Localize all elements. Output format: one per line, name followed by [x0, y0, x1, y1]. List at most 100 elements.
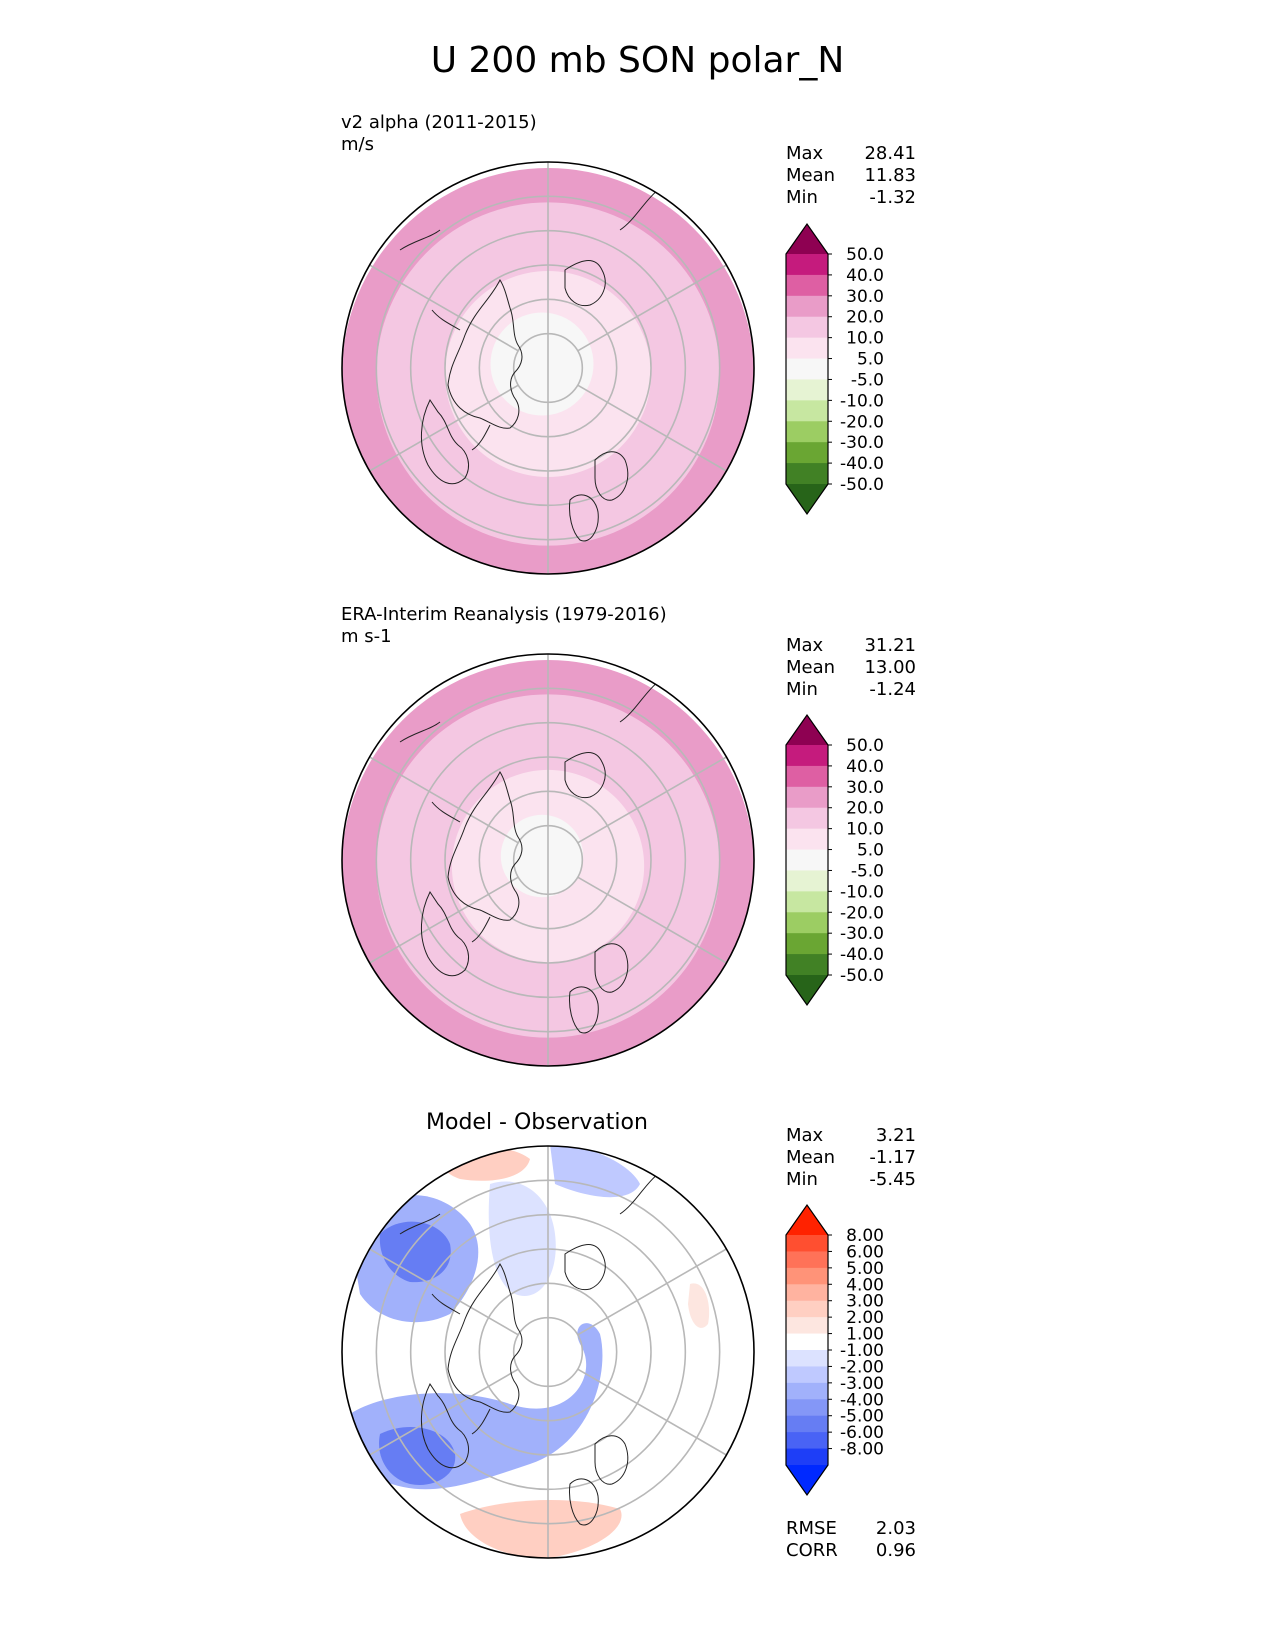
colorbar-segment	[786, 912, 828, 934]
panel3-mean-value: -1.17	[869, 1147, 916, 1168]
colorbar-segment	[786, 786, 828, 809]
colorbar-segment	[786, 1399, 828, 1417]
anomaly-region	[488, 1181, 556, 1296]
panel1-min-label: Min	[786, 187, 818, 208]
panel1-stats: Max 28.41 Mean 11.83 Min -1.32	[786, 143, 916, 209]
panel1-colorbar: 50.040.030.020.010.05.0-5.0-10.0-20.0-30…	[785, 222, 884, 516]
coastline	[420, 891, 469, 977]
colorbar-tick-label: -8.00	[840, 1440, 884, 1460]
colorbar-segment	[786, 828, 828, 851]
colorbar-outline	[785, 1203, 829, 1497]
panel1-mean-label: Mean	[786, 165, 836, 186]
colorbar-tick-label: 5.00	[846, 1259, 884, 1279]
anomaly-region	[550, 1146, 640, 1198]
meridian-gridline	[577, 876, 727, 964]
colorbar-extend-bottom	[786, 975, 828, 1005]
panel2-max-label: Max	[786, 635, 824, 656]
panel2-stats: Max 31.21 Mean 13.00 Min -1.24	[786, 635, 916, 701]
coastline	[399, 681, 659, 743]
colorbar-segment	[786, 1333, 828, 1351]
colorbar-tick-label: 8.00	[846, 1226, 884, 1246]
coastline	[399, 189, 659, 251]
panel3-mean-label: Mean	[786, 1147, 836, 1168]
colorbar-tick-label: 1.00	[846, 1325, 884, 1345]
colorbar-tick-label: -20.0	[840, 412, 884, 432]
colorbar-tick-label: 3.00	[846, 1292, 884, 1312]
colorbar-tick-label: -6.00	[840, 1423, 884, 1443]
coastline	[564, 260, 606, 307]
colorbar-tick-label: -50.0	[840, 966, 884, 986]
colorbar-segment	[786, 849, 828, 871]
colorbar-segment	[786, 765, 828, 788]
colorbar-tick-label: 6.00	[846, 1242, 884, 1262]
coastline	[399, 1173, 659, 1235]
meridian-gridline	[369, 756, 519, 844]
colorbar-tick-label: 20.0	[846, 308, 884, 328]
panel3-title: Model - Observation	[426, 1110, 648, 1135]
map-field	[342, 654, 754, 1066]
colorbar-tick-label: -10.0	[840, 391, 884, 411]
colorbar-tick-label: -3.00	[840, 1374, 884, 1394]
colorbar-segment	[786, 1432, 828, 1450]
coastline	[447, 1262, 523, 1413]
anomaly-region	[460, 1499, 622, 1558]
panel2-min-label: Min	[786, 679, 818, 700]
colorbar-tick-label: -20.0	[840, 903, 884, 923]
colorbar-tick-label: 4.00	[846, 1275, 884, 1295]
meridian-gridline	[369, 1248, 519, 1336]
panel3-colorbar: 8.006.005.004.003.002.001.00-1.00-2.00-3…	[785, 1203, 884, 1497]
colorbar-extend-top	[786, 224, 828, 254]
colorbar-segment	[786, 745, 828, 767]
colorbar-tick-label: -1.00	[840, 1341, 884, 1361]
meridian-gridline	[369, 384, 519, 472]
colorbar-tick-label: 40.0	[846, 266, 884, 286]
map-boundary	[341, 1145, 755, 1559]
coastline	[431, 801, 491, 943]
panel2-max-value: 31.21	[864, 635, 916, 656]
figure-title: U 200 mb SON polar_N	[430, 40, 845, 81]
colorbar-segment	[786, 379, 828, 401]
colorbar-extend-bottom	[786, 1465, 828, 1495]
colorbar-tick-label: 20.0	[846, 799, 884, 819]
coastline	[420, 1383, 469, 1469]
colorbar-segment	[786, 316, 828, 339]
colorbar-segment	[786, 1300, 828, 1318]
anomaly-region	[379, 1221, 451, 1283]
colorbar-segment	[786, 1350, 828, 1367]
colorbar-segment	[786, 1317, 828, 1335]
wind-band-5.0	[500, 814, 584, 898]
panel3-stats: Max 3.21 Mean -1.17 Min -5.45	[786, 1125, 916, 1191]
panel1-mean-value: 11.83	[864, 165, 916, 186]
coastline	[447, 278, 523, 429]
panel3-corr-value: 0.96	[875, 1540, 916, 1561]
colorbar-segment	[786, 337, 828, 360]
coastline	[569, 986, 599, 1034]
colorbar-extend-top	[786, 1205, 828, 1235]
colorbar-tick-label: -10.0	[840, 882, 884, 902]
colorbar-tick-label: 2.00	[846, 1308, 884, 1328]
colorbar-tick-label: -5.00	[840, 1407, 884, 1427]
colorbar-tick-label: 30.0	[846, 778, 884, 798]
panel3-rmse-value: 2.03	[875, 1518, 916, 1539]
panel1-min-value: -1.32	[869, 187, 916, 208]
panel3-max-label: Max	[786, 1125, 824, 1146]
colorbar-tick-label: -4.00	[840, 1390, 884, 1410]
colorbar-tick-label: 5.0	[857, 841, 884, 861]
panel3-rmse-label: RMSE	[786, 1518, 837, 1539]
panel2-title: ERA-Interim Reanalysis (1979-2016)	[341, 604, 667, 625]
meridian-gridline	[369, 264, 519, 352]
panel2-mean-label: Mean	[786, 657, 836, 678]
colorbar-extend-bottom	[786, 484, 828, 514]
colorbar-tick-label: -40.0	[840, 454, 884, 474]
colorbar-segment	[786, 891, 828, 913]
colorbar-segment	[786, 1415, 828, 1433]
colorbar-segment	[786, 1267, 828, 1285]
colorbar-segment	[786, 807, 828, 830]
colorbar-tick-label: 5.0	[857, 350, 884, 370]
coastline	[594, 943, 629, 993]
coastline	[420, 399, 469, 485]
colorbar-tick-label: 10.0	[846, 329, 884, 349]
panel1-units: m/s	[341, 134, 374, 155]
colorbar-segment	[786, 295, 828, 318]
meridian-gridline	[577, 264, 727, 352]
